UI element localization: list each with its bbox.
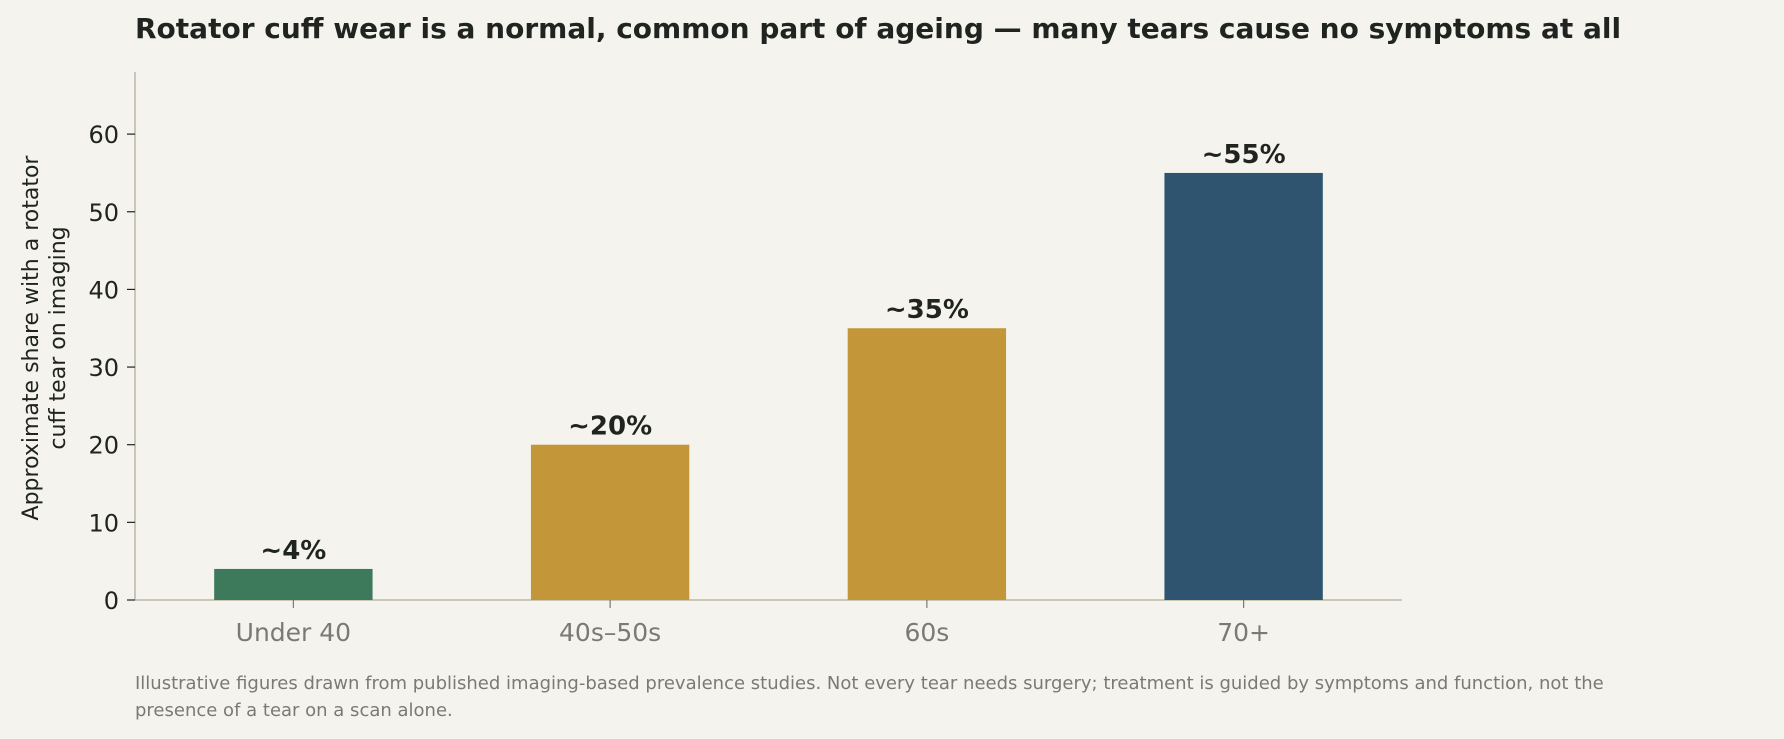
y-tick-label: 60: [88, 121, 119, 149]
footnote: Illustrative figures drawn from publishe…: [135, 673, 1604, 721]
y-tick-label: 30: [88, 354, 119, 382]
x-tick-label: 70+: [1217, 618, 1270, 647]
y-axis-label: Approximate share with a rotator cuff te…: [19, 155, 71, 521]
bar: [847, 328, 1007, 600]
bars: [214, 172, 1323, 601]
bar: [1164, 172, 1323, 601]
bar-data-label: ~4%: [260, 536, 326, 566]
x-ticks: Under 40 40s–50s 60s 70+: [236, 600, 1270, 647]
bar-data-label: ~35%: [885, 295, 969, 325]
y-tick-label: 20: [88, 432, 119, 460]
y-tick-label: 0: [104, 587, 119, 615]
x-tick-label: 40s–50s: [559, 618, 661, 647]
y-axis-label-line-2: cuff tear on imaging: [46, 226, 71, 449]
bar: [214, 568, 373, 600]
y-axis-label-line-1: Approximate share with a rotator: [19, 155, 44, 521]
bar: [530, 444, 690, 600]
chart-title: Rotator cuff wear is a normal, common pa…: [135, 12, 1622, 45]
x-tick-label: 60s: [904, 618, 949, 647]
x-tick-label: Under 40: [236, 618, 351, 647]
data-labels: ~4% ~20% ~35% ~55%: [260, 140, 1285, 566]
bar-data-label: ~20%: [568, 412, 652, 442]
y-tick-label: 50: [88, 199, 119, 227]
bar-data-label: ~55%: [1202, 140, 1286, 170]
y-tick-label: 40: [88, 276, 119, 304]
y-tick-label: 10: [88, 509, 119, 537]
y-ticks: 0 10 20 30 40 50 60: [88, 121, 135, 615]
